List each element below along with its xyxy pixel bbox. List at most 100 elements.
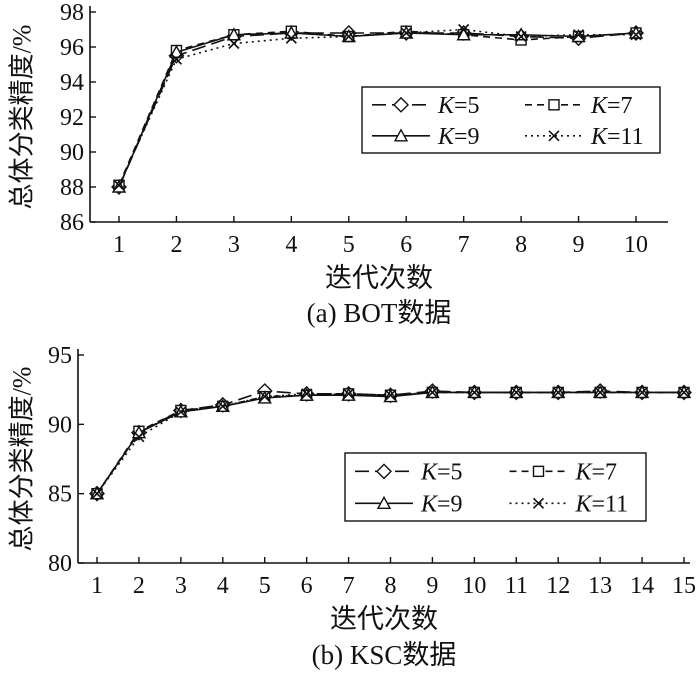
series-k11-point [572,29,585,41]
legend-marker-k5 [376,463,392,480]
y-axis-label: 总体分类精度/% [8,367,37,552]
series-k11-point [552,386,564,399]
series-k11-point [91,488,103,500]
y-tick-label: 90 [60,140,84,166]
y-tick-label: 95 [48,343,72,369]
x-tick-label: 4 [217,573,229,599]
y-tick-label: 96 [60,35,84,61]
series-k11-point [228,37,240,50]
x-tick-label: 10 [462,573,486,599]
x-tick-label: 11 [505,573,528,599]
series-k11-point [400,27,412,39]
legend-label: K=5 [420,459,463,485]
y-tick-label: 92 [60,105,84,131]
legend-label: K=9 [437,124,480,150]
series-k9-point [169,44,184,58]
legend-marker-k11 [548,130,560,142]
legend-item-k9: K=9 [372,124,480,150]
x-tick-label: 15 [672,573,696,599]
legend: K=5 K=7 K=9 K=11 [361,86,661,154]
x-tick-label: 5 [259,573,271,599]
series-k11-point [170,53,183,65]
legend-label: K=11 [590,124,644,150]
legend-item-k5: K=5 [355,459,463,485]
x-tick-label: 2 [170,232,182,258]
legend-label: K=5 [437,93,480,119]
legend-label: K=11 [575,491,629,517]
series-k9-point [226,27,242,41]
chart-caption: (a) BOT数据 [307,298,452,328]
series-k11-point [468,386,480,399]
x-tick-label: 7 [458,232,470,258]
x-tick-label: 3 [228,232,240,258]
x-tick-label: 9 [573,232,585,258]
legend-item-k9: K=9 [355,491,463,517]
y-tick-label: 86 [60,210,84,236]
legend: K=5 K=7 K=9 K=11 [344,452,647,522]
y-tick-label: 90 [48,412,72,438]
y-axis-label: 总体分类精度/% [8,25,37,210]
series-k5-line [118,32,637,188]
legend-item-k11: K=11 [509,491,629,517]
series-k11-point [343,388,355,400]
chart-1: 86 88 90 92 94 96 98 1 2 3 4 5 6 7 8 9 10 总体分类精度/% 迭代次数 (a)… [8,0,668,328]
series-k11-point [113,179,125,191]
x-tick-label: 10 [624,232,648,258]
legend-marker-k7 [548,99,560,111]
x-tick-label: 1 [91,573,103,599]
legend-label: K=9 [420,491,463,517]
series-k11-point [426,386,438,399]
x-tick-label: 12 [546,573,570,599]
y-tick-label: 94 [60,70,84,96]
legend-marker-k5 [393,96,409,113]
series-k11-point [458,23,470,36]
series-k11-point [259,391,271,403]
series-k11 [113,23,642,191]
series-k11-point [510,386,522,399]
series-k11-point [285,32,297,44]
x-axis-label: 迭代次数 [325,263,433,293]
series-k11-point [301,388,313,400]
legend-marker-k9 [393,128,409,142]
legend-item-k5: K=5 [372,93,480,119]
x-tick-label: 2 [133,573,145,599]
legend-box [361,86,661,154]
x-tick-label: 8 [385,573,397,599]
x-tick-label: 7 [343,573,355,599]
series-k7-line [118,30,637,186]
legend-marker-k9 [376,495,392,510]
x-axis-label: 迭代次数 [330,604,438,634]
series-k11-line [118,28,636,186]
x-tick-label: 1 [113,232,125,258]
y-tick-label: 80 [48,551,72,577]
legend-box [344,452,647,522]
legend-item-k7: K=7 [509,459,617,485]
legend-item-k11: K=11 [525,124,644,150]
legend-marker-k11 [532,497,545,509]
series-k11 [91,386,690,500]
chart-caption: (b) KSC数据 [312,640,457,670]
x-tick-label: 5 [343,232,355,258]
series-k11-point [175,406,187,418]
series-k11-point [217,400,229,412]
x-tick-label: 14 [630,573,654,599]
x-tick-label: 9 [426,573,438,599]
series-k11-point [343,30,355,43]
legend-marker-k7 [532,465,545,478]
series-k9-point [456,27,471,41]
series-k11-point [630,29,642,41]
legend-item-k7: K=7 [525,93,633,119]
x-tick-label: 6 [301,573,313,599]
series-k11-point [384,389,397,401]
series-k11-point [636,386,648,399]
y-tick-label: 88 [60,175,84,201]
x-tick-label: 3 [175,573,187,599]
y-tick-label: 98 [60,0,84,26]
x-tick-label: 13 [588,573,612,599]
series-k9-line [118,32,637,188]
series-k11-point [133,431,145,443]
series-k11-point [678,386,690,399]
x-tick-label: 4 [285,232,297,258]
